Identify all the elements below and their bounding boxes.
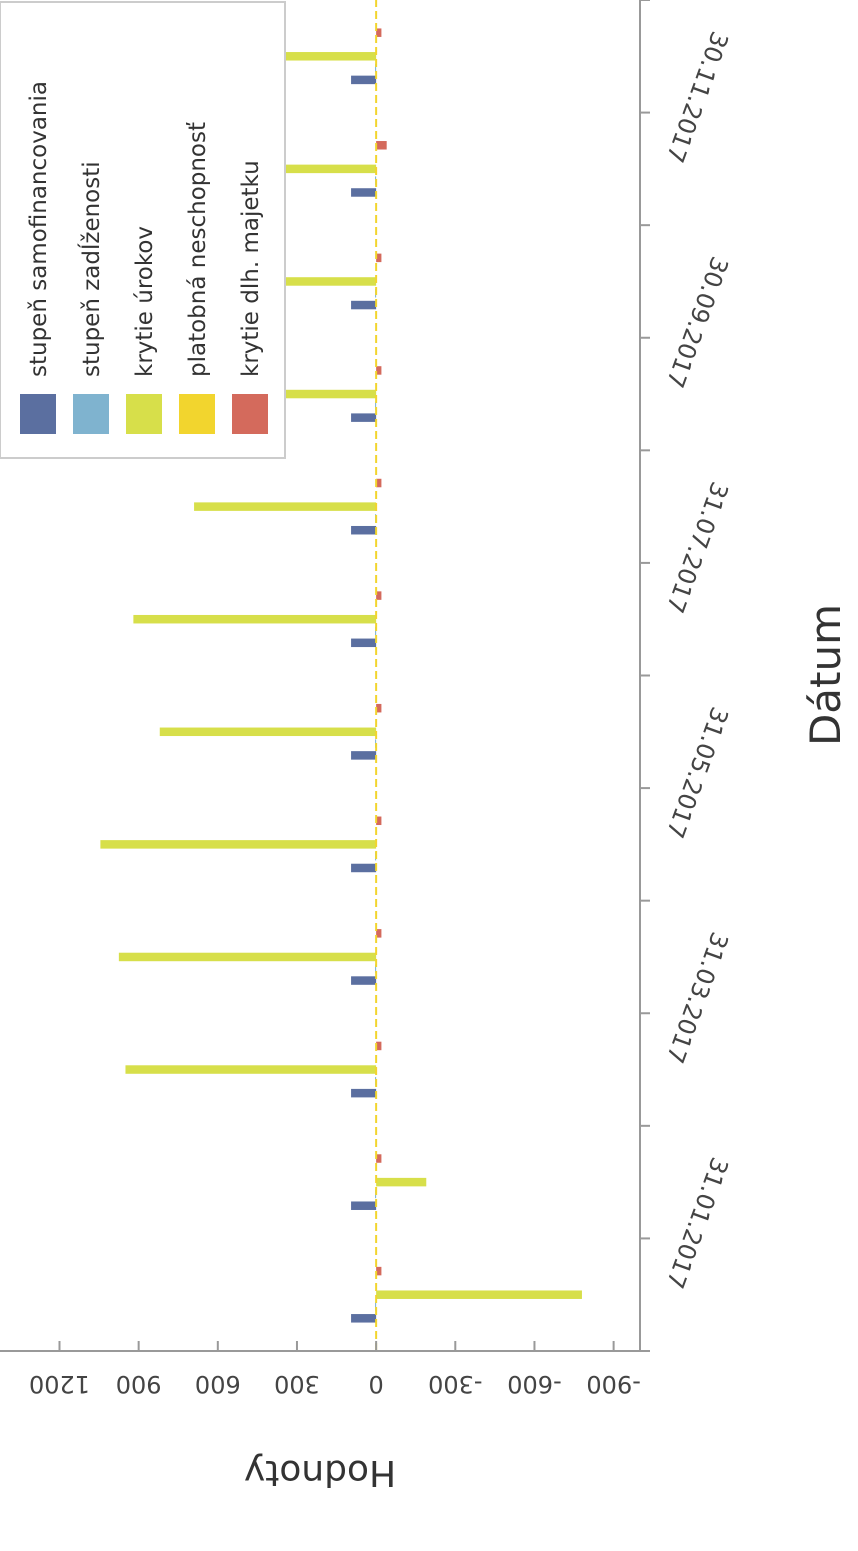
value-ticks: 1200 900 600 300 0 -300 -600 -900 bbox=[29, 1341, 641, 1398]
bar bbox=[376, 816, 382, 826]
bar bbox=[376, 1177, 427, 1187]
category-tick-label: 30.11.2017 bbox=[660, 28, 733, 167]
legend-label: krytie úrokov bbox=[132, 226, 158, 377]
legend-swatch bbox=[20, 394, 56, 434]
bar bbox=[376, 1154, 382, 1163]
bar bbox=[351, 75, 377, 85]
value-tick-label: 0 bbox=[368, 1370, 383, 1398]
rotated-chart: 1200 900 600 300 0 -300 -600 -900 31.01.201731.… bbox=[0, 0, 850, 1493]
bar bbox=[376, 366, 382, 375]
legend-swatch bbox=[179, 394, 215, 434]
legend-label: krytie dlh. majetku bbox=[238, 160, 264, 377]
category-ticks: 31.01.2017 31.03.2017 31.05.2017 31.07.2017… bbox=[640, 0, 734, 1352]
bar bbox=[351, 863, 377, 873]
bar bbox=[351, 188, 377, 197]
bar bbox=[351, 638, 377, 648]
value-tick-label: 600 bbox=[195, 1370, 241, 1398]
bars-layer bbox=[70, 28, 582, 1323]
bar bbox=[376, 703, 382, 713]
legend-swatch bbox=[73, 394, 109, 434]
category-tick-label: 31.03.2017 bbox=[660, 928, 733, 1067]
bar bbox=[376, 591, 382, 600]
bar bbox=[351, 300, 377, 310]
bar bbox=[376, 478, 382, 488]
value-axis-title: Hodnoty bbox=[244, 1452, 396, 1493]
legend-label: stupeň zadĺženosti bbox=[77, 161, 105, 377]
bar bbox=[376, 929, 382, 938]
bar bbox=[351, 1201, 377, 1210]
bar bbox=[351, 976, 377, 985]
bar bbox=[194, 502, 377, 511]
category-axis-title: Dátum bbox=[801, 604, 850, 746]
bar bbox=[351, 751, 377, 760]
legend-label: platobná neschopnosť bbox=[185, 122, 211, 377]
category-tick-label: 31.05.2017 bbox=[660, 703, 733, 842]
bar bbox=[376, 1041, 382, 1051]
bar bbox=[376, 141, 387, 150]
bar bbox=[351, 525, 377, 535]
value-tick-label: 1200 bbox=[29, 1370, 90, 1398]
bar bbox=[376, 1266, 382, 1276]
bar bbox=[376, 1290, 582, 1299]
bar bbox=[351, 413, 377, 422]
bar bbox=[351, 1088, 377, 1098]
value-tick-label: -600 bbox=[507, 1370, 561, 1398]
category-tick-label: 31.01.2017 bbox=[660, 1154, 733, 1293]
bar bbox=[118, 952, 377, 962]
legend: stupeň samofinancovania stupeň zadĺženost… bbox=[0, 1, 286, 459]
value-tick-label: -300 bbox=[428, 1370, 482, 1398]
legend-swatch bbox=[126, 394, 162, 434]
category-tick-label: 30.09.2017 bbox=[660, 253, 733, 392]
legend-box bbox=[0, 1, 286, 459]
bar bbox=[125, 1065, 377, 1074]
category-tick-label: 31.07.2017 bbox=[660, 478, 733, 617]
value-tick-label: 300 bbox=[274, 1370, 320, 1398]
value-tick-label: -900 bbox=[586, 1370, 640, 1398]
bar bbox=[351, 1314, 377, 1323]
value-tick-label: 900 bbox=[116, 1370, 162, 1398]
bar bbox=[159, 727, 377, 737]
bar bbox=[100, 840, 377, 849]
legend-label: stupeň samofinancovania bbox=[26, 81, 52, 377]
bar bbox=[376, 28, 382, 37]
bar bbox=[376, 253, 382, 263]
legend-swatch bbox=[232, 394, 268, 434]
bar bbox=[133, 614, 377, 624]
